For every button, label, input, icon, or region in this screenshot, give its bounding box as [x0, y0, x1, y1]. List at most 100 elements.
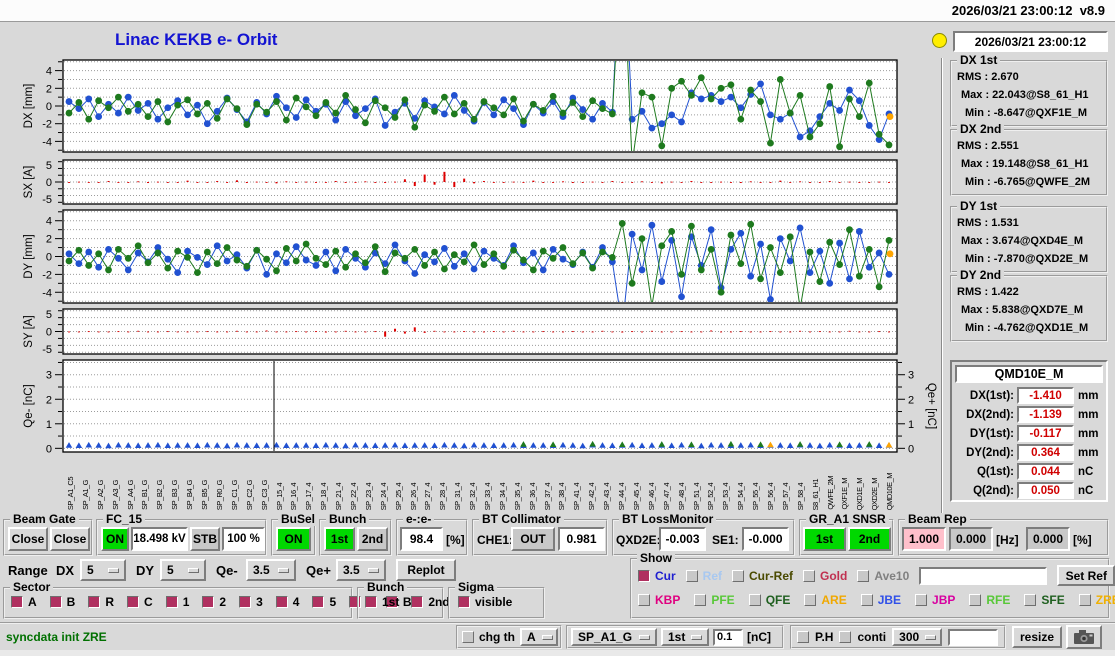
page-title: Linac KEKB e- Orbit: [115, 30, 278, 49]
show-gold-checkbox[interactable]: [803, 569, 816, 582]
monitor-row-unit: mm: [1078, 408, 1099, 421]
show-zre-checkbox[interactable]: [1078, 594, 1091, 606]
beam-rep-title: Beam Rep: [905, 513, 970, 526]
dropdown-indicator-icon: [278, 567, 289, 573]
bpm-label: SP_53_4: [721, 482, 731, 510]
monitor-name: QMD10E_M: [955, 365, 1103, 383]
bpm-label: SP_B5_G: [200, 480, 210, 510]
replot-button[interactable]: Replot: [396, 559, 456, 581]
busel-on-button[interactable]: ON: [276, 527, 311, 551]
bpm-label: SP_36_4: [527, 482, 537, 510]
conti-checkbox[interactable]: [839, 631, 852, 643]
fc15-pct-field: 100 %: [222, 527, 265, 551]
acquisition-panel: P.H conti 300: [790, 625, 1006, 649]
bpm-label: SP_56_4: [765, 482, 775, 510]
show-ref-label: Ref: [702, 568, 723, 583]
chg-th-dropdown[interactable]: A: [520, 628, 558, 646]
bunch-show-checkboxes: 1st 2nd: [365, 595, 450, 609]
fc15-on-button[interactable]: ON: [101, 527, 129, 551]
gr-snsr-2nd-button[interactable]: 2nd: [848, 527, 891, 551]
bpm-label: QXD1E_M: [855, 477, 865, 510]
svg-text:Qe+ [nC]: Qe+ [nC]: [925, 383, 937, 429]
show-rfe-checkbox[interactable]: [969, 594, 982, 606]
stat-rms: RMS : 2.551: [957, 140, 1019, 152]
dropdown-indicator-icon: [368, 567, 379, 573]
fc15-stb-button[interactable]: STB: [190, 527, 220, 551]
sector-checkbox-5[interactable]: [312, 596, 325, 608]
show-qfe-checkbox[interactable]: [748, 594, 761, 606]
show-jbe-label: JBE: [877, 593, 902, 607]
window-titlebar: 2026/03/21 23:00:12 v8.9: [0, 0, 1115, 22]
show-ave10-checkbox[interactable]: [857, 569, 870, 582]
show-cur-label: Cur: [655, 568, 676, 583]
ee-ratio-group: e-:e- 98.4 [%]: [396, 513, 468, 556]
count-dropdown[interactable]: 300: [892, 628, 943, 646]
gr-snsr-title: GR_A1 SNSR: [806, 513, 889, 526]
show-jbe-checkbox[interactable]: [860, 594, 873, 606]
range-dy-dropdown[interactable]: 5: [160, 559, 206, 581]
bpm-label: SP_34_4: [497, 482, 507, 510]
svg-text:Qe- [nC]: Qe- [nC]: [23, 384, 35, 427]
sector-checkbox-4[interactable]: [275, 596, 288, 608]
fc15-kv-field: 18.498 kV: [131, 527, 188, 551]
bunch-2nd-checkbox[interactable]: [411, 596, 424, 608]
range-qem-dropdown[interactable]: 3.5: [246, 559, 296, 581]
sector-checkbox-a[interactable]: [11, 596, 23, 608]
ref-name-input[interactable]: [919, 566, 1048, 585]
beam-gate-close-2-button[interactable]: Close: [50, 527, 90, 551]
gr-snsr-1st-button[interactable]: 1st: [803, 527, 846, 551]
bpm-label: SP_B3_G: [170, 480, 180, 510]
show-jbp-checkbox[interactable]: [915, 594, 928, 606]
panel-separator: [941, 58, 943, 514]
che1-out-button[interactable]: OUT: [511, 527, 555, 551]
sector-checkbox-c[interactable]: [127, 596, 140, 608]
threshold-input[interactable]: [713, 628, 743, 646]
bpm-label: SP_38_4: [557, 482, 567, 510]
bpm-label: SP_45_4: [631, 482, 641, 510]
titlebar-datetime: 2026/03/21 23:00:12 v8.9: [951, 3, 1105, 18]
monitor-row: Q(2nd): 0.050 nC: [954, 481, 1104, 500]
bunch-1st-checkbox[interactable]: [365, 596, 377, 608]
extra-input[interactable]: [948, 628, 999, 646]
sigma-label: visible: [475, 595, 513, 609]
show-pfe-checkbox[interactable]: [694, 594, 707, 606]
ee-ratio-field: 98.4: [400, 527, 443, 551]
sector-label: 3: [256, 595, 263, 609]
range-dx-dropdown[interactable]: 5: [80, 559, 126, 581]
show-are-checkbox[interactable]: [804, 594, 817, 606]
sp-monitor-dropdown[interactable]: SP_A1_G: [571, 628, 657, 646]
show-sfe-checkbox[interactable]: [1024, 594, 1037, 606]
snapshot-button[interactable]: [1066, 625, 1102, 649]
show-kbp-checkbox[interactable]: [638, 594, 650, 606]
bunch-2nd-button[interactable]: 2nd: [357, 527, 388, 551]
busel-group: BuSel ON: [271, 513, 319, 556]
sector-checkbox-r[interactable]: [88, 596, 101, 608]
range-qep-dropdown[interactable]: 3.5: [336, 559, 386, 581]
bpm-label: SP_16_4: [289, 482, 299, 510]
bunch-1st-button[interactable]: 1st: [324, 527, 355, 551]
show-ave10-label: Ave10: [874, 568, 910, 583]
sp-bunch-dropdown[interactable]: 1st: [661, 628, 709, 646]
se1-field: -0.000: [742, 527, 789, 551]
sector-checkbox-1[interactable]: [165, 596, 178, 608]
show-cur-checkbox[interactable]: [638, 569, 650, 582]
set-ref-button[interactable]: Set Ref: [1057, 565, 1115, 586]
sector-checkbox-3[interactable]: [239, 596, 252, 608]
range-dx-value: 5: [87, 563, 94, 577]
show-ref-checkbox[interactable]: [685, 569, 698, 582]
monitor-row: DX(1st): -1.410 mm: [954, 386, 1104, 405]
resize-button[interactable]: resize: [1012, 626, 1062, 648]
bpm-label: SP_33_4: [483, 482, 492, 510]
show-cur-ref-checkbox[interactable]: [732, 569, 745, 582]
bpm-label: QWFE_2M: [825, 476, 835, 510]
sector-checkbox-b[interactable]: [49, 596, 62, 608]
sigma-visible-checkbox[interactable]: [458, 596, 470, 608]
show-row-1: Cur Ref Cur-Ref Gold Ave10 Set Ref: [638, 565, 1115, 586]
ph-checkbox[interactable]: [797, 631, 809, 643]
chg-th-checkbox[interactable]: [462, 631, 474, 643]
beam-gate-close-1-button[interactable]: Close: [8, 527, 48, 551]
sector-checkbox-bt[interactable]: [385, 596, 398, 608]
svg-text:-5: -5: [42, 194, 52, 206]
sector-checkbox-2[interactable]: [202, 596, 215, 608]
